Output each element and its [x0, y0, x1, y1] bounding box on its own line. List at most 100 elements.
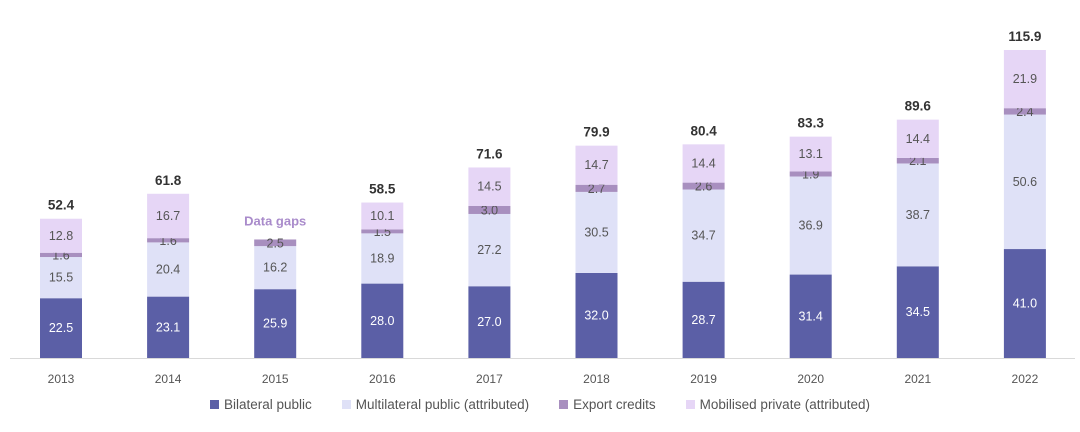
bar-segment — [254, 289, 297, 358]
legend-swatch — [559, 400, 569, 409]
data-label: 14.7 — [584, 158, 608, 172]
bar-segment — [789, 171, 832, 177]
total-label: 61.8 — [155, 173, 182, 188]
bar-segment — [361, 233, 404, 284]
bar-segment — [147, 193, 190, 239]
bar-segment — [682, 189, 725, 282]
data-label: 27.2 — [477, 243, 501, 257]
data-gaps-annotation: Data gaps — [244, 213, 306, 228]
data-label: 32.0 — [584, 308, 608, 322]
legend-item: Multilateral public (attributed) — [341, 397, 530, 412]
legend-item: Export credits — [559, 397, 656, 412]
x-tick-label: 2016 — [369, 372, 396, 386]
data-label: 3.0 — [481, 203, 498, 217]
bar-segment — [575, 145, 618, 185]
x-tick-label: 2019 — [690, 372, 717, 386]
legend-swatch — [685, 400, 695, 409]
x-tick-label: 2013 — [48, 372, 75, 386]
bar-segment — [682, 281, 725, 358]
data-label: 16.2 — [263, 261, 287, 275]
bar-segment — [1003, 50, 1046, 109]
bar-segment — [789, 274, 832, 358]
bar-segment — [682, 144, 725, 183]
x-tick-label: 2017 — [476, 372, 503, 386]
bar-segment — [575, 191, 618, 273]
x-tick-label: 2015 — [262, 372, 289, 386]
data-label: 18.9 — [370, 251, 394, 265]
bar-segment — [254, 246, 297, 290]
legend-label: Multilateral public (attributed) — [355, 397, 530, 412]
data-label: 41.0 — [1013, 297, 1037, 311]
bar-segment — [40, 257, 82, 299]
bar-segment — [468, 213, 511, 287]
bar-segment — [896, 266, 939, 358]
legend: Bilateral public Multilateral public (att… — [0, 397, 1080, 412]
bar-segment — [789, 176, 832, 275]
total-label: 115.9 — [1008, 29, 1041, 44]
bar-segment — [361, 202, 404, 230]
data-label: 38.7 — [906, 208, 930, 222]
legend-item: Bilateral public — [210, 397, 312, 412]
data-label: 14.4 — [691, 156, 715, 170]
x-tick-label: 2018 — [583, 372, 610, 386]
data-label: 2.4 — [1016, 105, 1033, 119]
x-tick-label: 2021 — [904, 372, 931, 386]
bar-segment — [575, 184, 618, 192]
data-label: 28.7 — [691, 313, 715, 327]
total-label: 52.4 — [48, 198, 75, 213]
data-label: 28.0 — [370, 314, 394, 328]
legend-item: Mobilised private (attributed) — [685, 397, 870, 412]
data-label: 20.4 — [156, 263, 180, 277]
bar-segment — [468, 205, 511, 214]
data-label: 27.0 — [477, 315, 501, 329]
bar-segment — [147, 238, 190, 243]
data-label: 34.7 — [691, 229, 715, 243]
data-label: 31.4 — [799, 309, 823, 323]
bar-segment — [575, 272, 618, 358]
x-tick-label: 2020 — [797, 372, 824, 386]
bar-segment — [468, 167, 511, 206]
bar-segment — [789, 136, 832, 172]
bar-segment — [1003, 114, 1046, 250]
bar-segment — [40, 218, 82, 253]
bar-segment — [682, 182, 725, 190]
data-label: 22.5 — [49, 321, 73, 335]
legend-label: Export credits — [573, 397, 656, 412]
bar-segment — [896, 119, 939, 158]
data-label: 50.6 — [1013, 175, 1037, 189]
legend-swatch — [210, 400, 219, 409]
x-tick-label: 2022 — [1012, 372, 1039, 386]
total-label: 80.4 — [690, 123, 717, 138]
total-label: 58.5 — [369, 182, 396, 197]
bar-segment — [1003, 108, 1046, 115]
data-label: 10.1 — [370, 209, 394, 223]
data-label: 12.8 — [49, 229, 73, 243]
total-label: 89.6 — [905, 99, 932, 114]
bar-segment — [254, 239, 297, 247]
data-label: 14.4 — [906, 132, 930, 146]
data-label: 36.9 — [799, 219, 823, 233]
x-tick-label: 2014 — [155, 372, 182, 386]
data-label: 13.1 — [799, 147, 823, 161]
bar-segment — [468, 286, 511, 358]
legend-swatch — [341, 400, 351, 409]
total-label: 79.9 — [583, 125, 609, 140]
stacked-bar-chart: 22.515.51.612.852.4201323.120.41.616.761… — [10, 29, 1075, 386]
data-label: 2.5 — [267, 236, 284, 250]
data-label: 21.9 — [1013, 72, 1037, 86]
data-label: 25.9 — [263, 317, 287, 331]
bar-segment — [361, 229, 404, 234]
data-label: 30.5 — [584, 225, 608, 239]
data-label: 15.5 — [49, 271, 73, 285]
data-label: 2.7 — [588, 182, 605, 196]
legend-label: Mobilised private (attributed) — [699, 397, 870, 412]
bar-segment — [896, 163, 939, 267]
total-label: 71.6 — [476, 146, 503, 161]
data-label: 16.7 — [156, 209, 180, 223]
legend-label: Bilateral public — [224, 397, 312, 412]
data-label: 34.5 — [906, 305, 930, 319]
bar-segment — [896, 157, 939, 164]
data-label: 23.1 — [156, 320, 180, 334]
bar-segment — [40, 252, 82, 258]
bar-segment — [147, 296, 190, 358]
